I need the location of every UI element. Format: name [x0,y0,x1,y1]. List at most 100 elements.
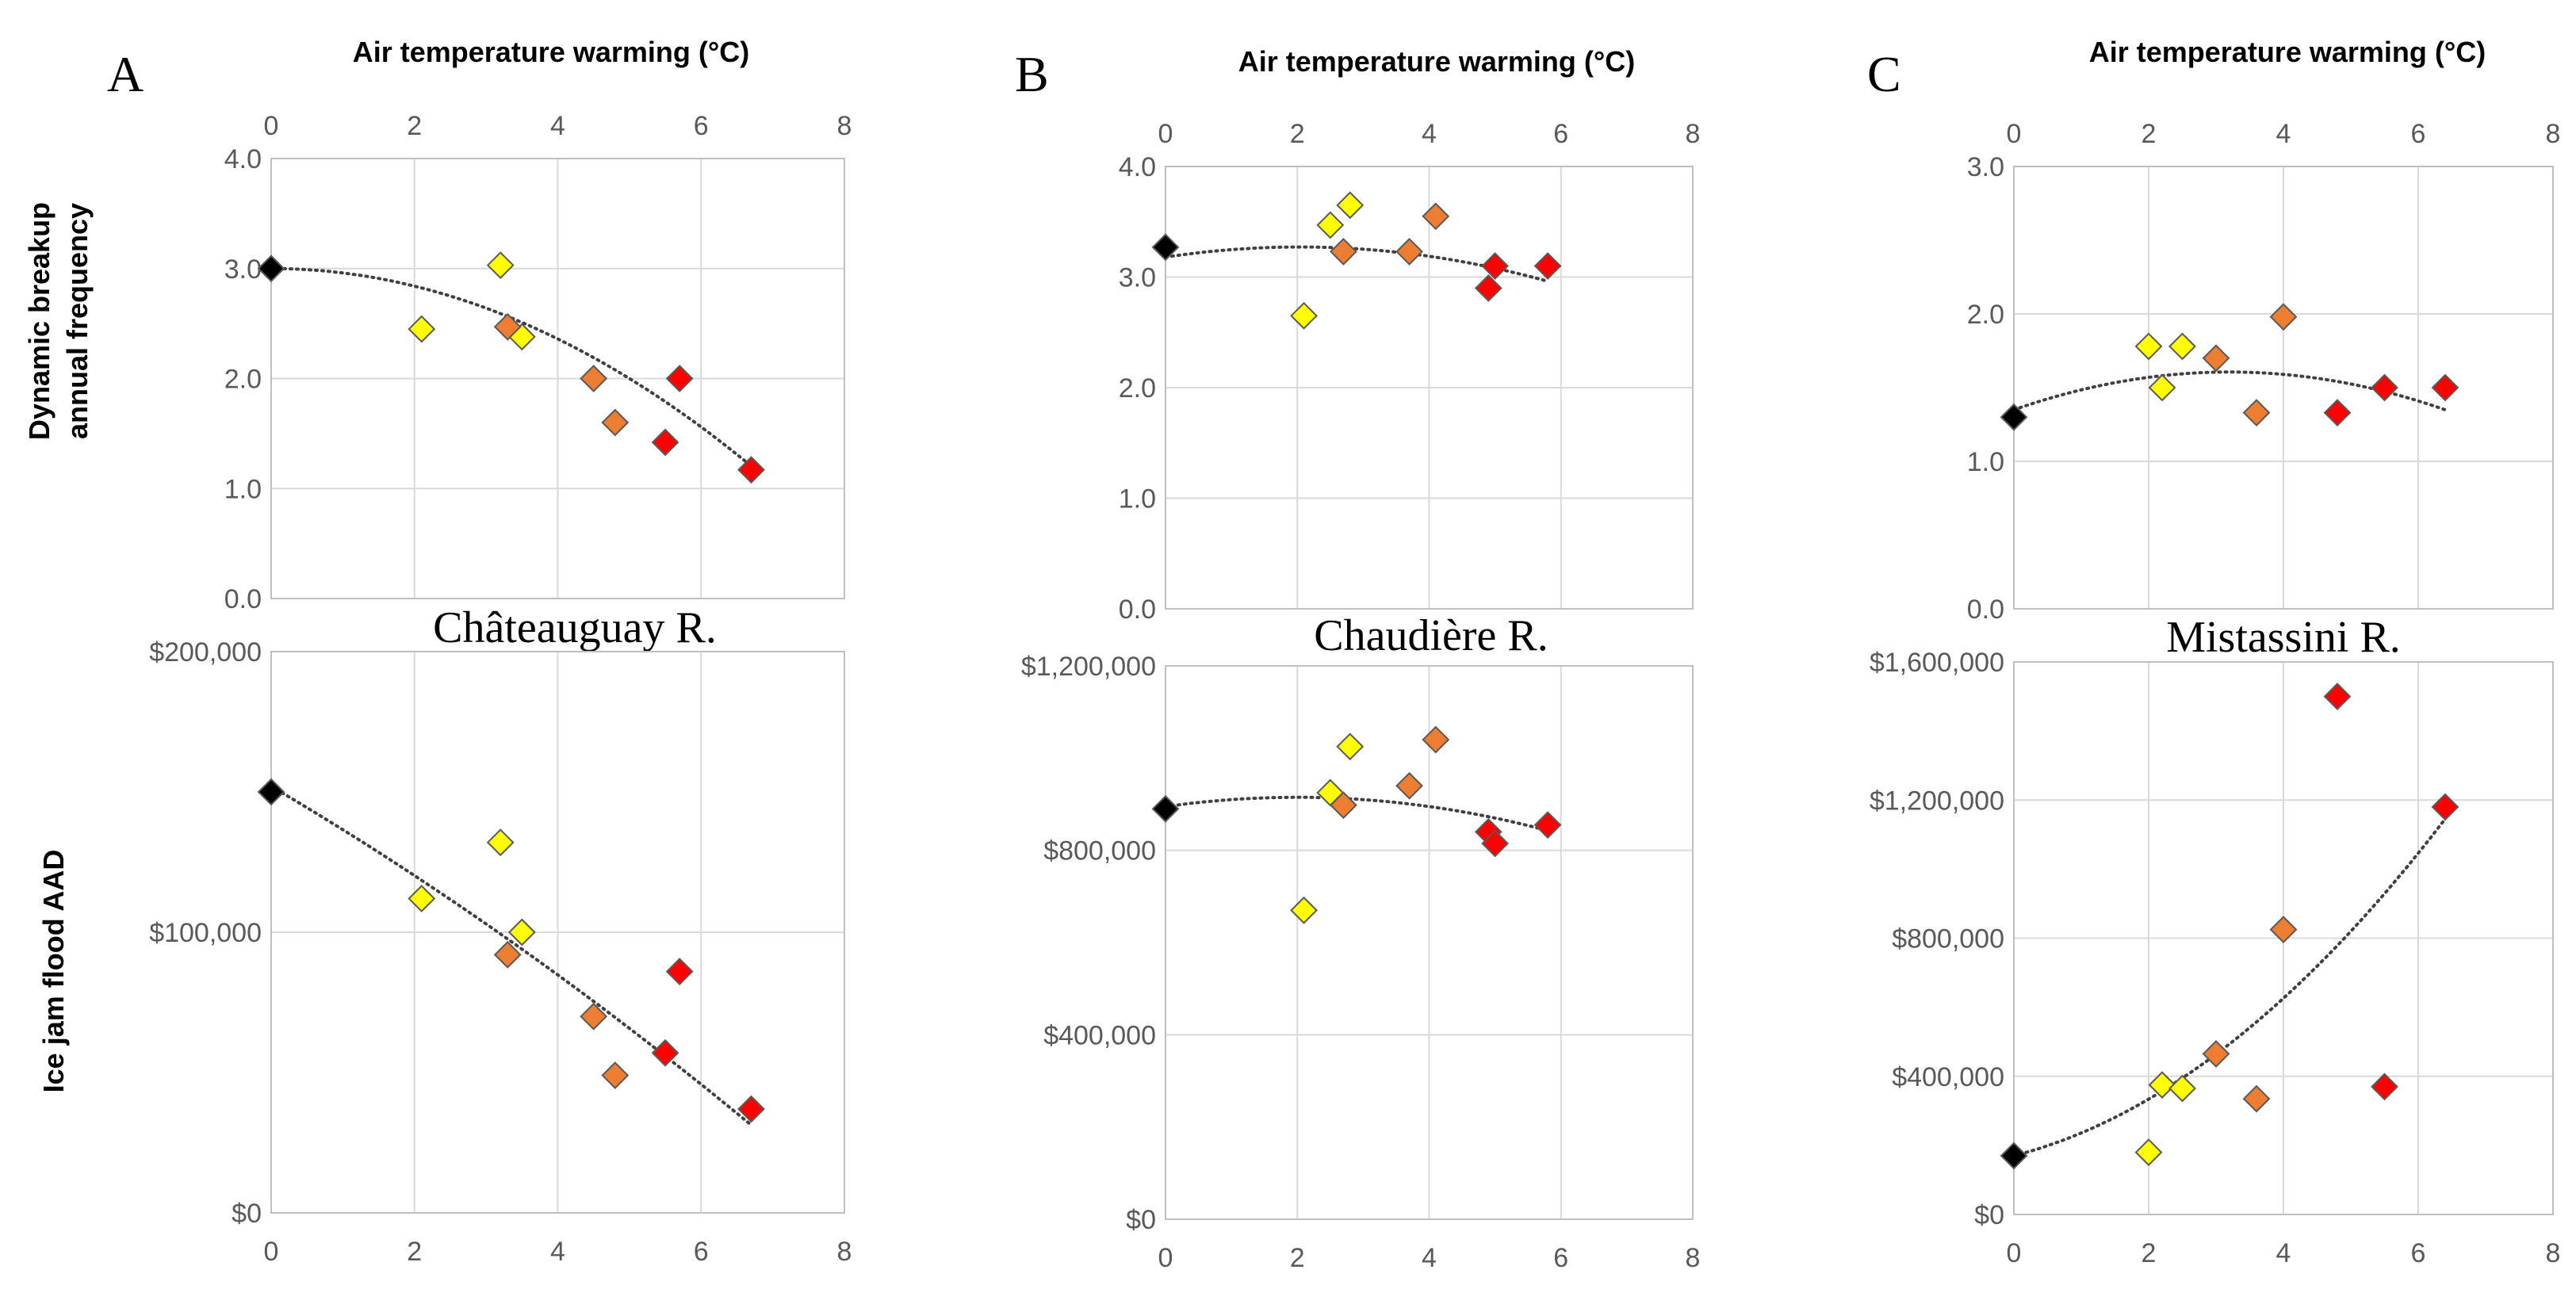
y-tick-label: $1,600,000 [1870,648,2004,678]
data-point-black [2000,403,2028,431]
data-point-yellow [507,918,536,947]
y-tick-label: 1.0 [224,474,262,504]
river-label-chaudiere: Chaudière R. [1314,611,1548,660]
data-point-yellow [2148,373,2176,402]
data-point-yellow [2134,1138,2163,1167]
plot-4: 0 2 4 6 8 $0 $400,000 $800,000 $1,200,000 [1021,652,1701,1273]
y-axis-title-top-line1: Dynamic breakup [23,202,56,440]
y-tick-label: $100,000 [149,918,262,948]
y-tick-label: 2.0 [224,365,262,395]
data-point-yellow [2168,332,2196,361]
y-tick-label: 4.0 [224,144,262,174]
river-label-mistassini: Mistassini R. [2166,613,2401,662]
data-point-red [1533,811,1562,839]
data-point-orange [580,1002,608,1031]
x-tick-label: 8 [2546,119,2561,149]
data-point-orange [1395,238,1423,266]
x-tick-label: 8 [1686,119,1701,149]
y-tick-label: 3.0 [224,254,262,285]
data-point-black [1151,233,1180,262]
plot-3: 0 2 4 6 8 0.0 1.0 2.0 3.0 4.0 [1119,119,1701,625]
data-point-red [1481,252,1510,280]
data-point-orange [493,940,522,969]
data-point-orange [580,365,608,392]
trendline [2012,817,2447,1157]
plot-frame [270,651,845,1214]
data-point-yellow [2168,1074,2196,1103]
plot-frame [2013,661,2554,1215]
data-point-orange [2202,344,2230,373]
data-point-red [2323,399,2352,427]
x-tick-label: 0 [2007,1238,2022,1268]
data-point-red [737,456,765,484]
data-point-yellow [1336,732,1365,761]
x-tick-label: 8 [837,111,852,141]
x-tick-label: 4 [550,111,565,141]
panel-letter-b: B [1015,46,1049,102]
data-point-orange [2242,1084,2271,1113]
y-tick-label: $800,000 [1892,924,2004,954]
y-tick-label: 3.0 [1967,152,2004,182]
data-point-red [665,365,694,392]
y-tick-label: 0.0 [224,584,262,614]
trendline [1164,795,1550,832]
river-label-chateauguay: Châteauguay R. [433,603,717,652]
y-tick-label: $400,000 [1043,1020,1156,1050]
data-point-orange [2269,303,2298,331]
data-point-red [1533,252,1562,280]
data-point-red [2431,793,2459,821]
y-tick-label: $800,000 [1043,836,1156,866]
data-point-orange [1422,725,1450,754]
plot-6: 0 2 4 6 8 $0 $400,000 $800,000 $1,200,000 $1,600,… [1870,648,2561,1268]
x-tick-label: 4 [550,1237,565,1267]
y-tick-label: $0 [232,1199,262,1229]
x-tick-label: 2 [2142,119,2157,149]
y-axis-title-top-line2: annual frequency [61,203,94,439]
plot-frame [1165,665,1694,1220]
data-point-yellow [1290,896,1318,924]
data-point-yellow [486,251,515,280]
x-tick-label: 2 [407,1237,422,1267]
x-tick-label: 0 [264,1237,279,1267]
data-point-black [1151,794,1180,823]
plot-frame [1165,166,1694,610]
data-point-red [2431,373,2459,402]
x-tick-label: 6 [1553,1243,1568,1273]
data-point-yellow [1290,301,1318,330]
y-tick-label: $0 [1126,1205,1156,1235]
x-tick-label: 0 [1158,1243,1173,1273]
data-point-black [257,778,285,806]
y-axis-title-bottom: Ice jam flood AAD [37,850,70,1093]
x-tick-label: 8 [837,1237,852,1267]
plot-frame [2013,166,2554,610]
data-point-red [651,1038,679,1067]
x-tick-label: 2 [1290,1243,1305,1273]
data-point-red [1481,829,1510,858]
plot-5: 0 2 4 6 8 0.0 1.0 2.0 3.0 [1967,119,2561,625]
x-tick-label: 2 [1290,119,1305,149]
y-tick-label: $1,200,000 [1021,652,1156,682]
top-axis-title-a: Air temperature warming (°C) [353,36,749,68]
y-tick-label: $1,200,000 [1870,786,2004,816]
y-tick-label: $0 [1974,1200,2004,1230]
x-tick-label: 6 [1553,119,1568,149]
data-point-yellow [408,885,436,912]
y-tick-label: 1.0 [1119,484,1156,514]
y-tick-label: 0.0 [1967,595,2004,625]
x-tick-label: 6 [2411,119,2426,149]
x-tick-label: 0 [1158,119,1173,149]
plot-2: 0 2 4 6 8 $0 $100,000 $200,000 [149,637,852,1267]
data-point-red [737,1095,765,1123]
x-tick-label: 0 [264,111,279,141]
data-point-yellow [408,315,436,343]
top-axis-title-c: Air temperature warming (°C) [2089,36,2486,68]
panel-letter-a: A [107,46,144,102]
data-point-red [2371,1073,2398,1101]
data-point-black [2000,1142,2028,1170]
x-tick-label: 6 [694,111,709,141]
plot-frame [270,158,845,599]
data-point-yellow [1336,191,1365,220]
trendline [270,784,753,1127]
data-point-red [651,428,679,457]
